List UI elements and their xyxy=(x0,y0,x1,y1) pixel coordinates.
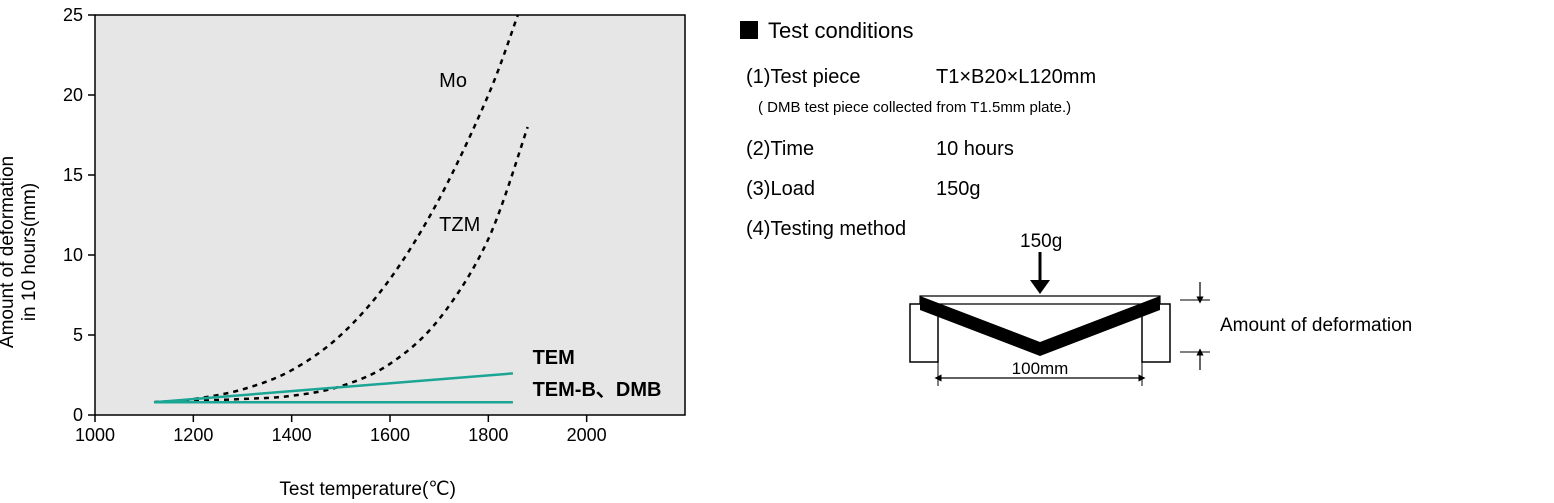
condition-value: T1×B20×L120mm xyxy=(936,58,1096,96)
svg-text:25: 25 xyxy=(63,5,83,25)
conditions-panel: Test conditions (1)Test pieceT1×B20×L120… xyxy=(700,0,1554,503)
svg-text:1600: 1600 xyxy=(370,425,410,445)
svg-text:10: 10 xyxy=(63,245,83,265)
conditions-heading: Test conditions xyxy=(740,10,1534,52)
condition-row: (4)Testing method xyxy=(746,210,1534,248)
condition-value: 10 hours xyxy=(936,130,1014,168)
svg-text:TEM: TEM xyxy=(533,347,575,369)
condition-row: (3)Load150g xyxy=(746,170,1534,208)
diagram-svg: 100mm xyxy=(870,252,1210,402)
svg-text:100mm: 100mm xyxy=(1012,359,1069,378)
svg-text:1800: 1800 xyxy=(468,425,508,445)
svg-text:1000: 1000 xyxy=(75,425,115,445)
condition-key: (3)Load xyxy=(746,170,936,208)
svg-text:0: 0 xyxy=(73,405,83,425)
svg-text:15: 15 xyxy=(63,165,83,185)
svg-text:1400: 1400 xyxy=(272,425,312,445)
condition-row: (1)Test pieceT1×B20×L120mm xyxy=(746,58,1534,96)
svg-text:TEM-B、DMB: TEM-B、DMB xyxy=(533,379,662,401)
svg-text:20: 20 xyxy=(63,85,83,105)
conditions-list: (1)Test pieceT1×B20×L120mm( DMB test pie… xyxy=(740,58,1534,249)
svg-text:1200: 1200 xyxy=(173,425,213,445)
chart-y-axis-label: Amount of deformation in 10 hours(mm) xyxy=(0,155,41,347)
diagram-caption: Amount of deformation xyxy=(1220,308,1412,344)
condition-key: (2)Time xyxy=(746,130,936,168)
svg-text:TZM: TZM xyxy=(439,214,480,236)
svg-text:Mo: Mo xyxy=(439,70,467,92)
condition-row: (2)Time10 hours xyxy=(746,130,1534,168)
svg-text:5: 5 xyxy=(73,325,83,345)
diagram-load-label: 150g xyxy=(1020,224,1062,260)
heading-square-icon xyxy=(740,21,758,39)
chart-panel: Amount of deformation in 10 hours(mm) 10… xyxy=(0,0,700,503)
svg-text:2000: 2000 xyxy=(567,425,607,445)
condition-key: (1)Test piece xyxy=(746,58,936,96)
condition-note: ( DMB test piece collected from T1.5mm p… xyxy=(758,94,1534,123)
chart-x-axis-label: Test temperature(℃) xyxy=(279,478,456,501)
condition-value: 150g xyxy=(936,170,981,208)
testing-method-diagram: 150g 100mm Amount of deformation xyxy=(870,252,1534,402)
deformation-chart: 1000 1200 1400 1600 1800 2000 0 5 10 15 20 25 Mo TZM T… xyxy=(0,0,700,470)
condition-key: (4)Testing method xyxy=(746,210,936,248)
